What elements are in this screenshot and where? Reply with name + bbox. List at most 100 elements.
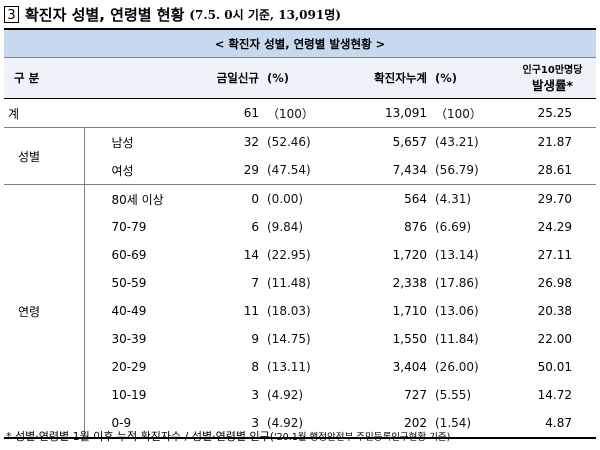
cell-new: 11 bbox=[243, 304, 259, 318]
cell-cum-pct: （100） bbox=[431, 98, 509, 128]
cell-new-pct: (14.75) bbox=[267, 332, 311, 346]
table-row: 성별 남성 32 (52.46) 5,657 (43.21) 21.87 bbox=[4, 127, 596, 185]
cell-cum: 1,710 bbox=[392, 304, 427, 318]
table-row: 40-49 11 (18.03) 1,710 (13.06) 20.38 bbox=[4, 297, 596, 325]
cell-new: 29 bbox=[180, 156, 263, 185]
cell-new-pct: (9.84) bbox=[267, 220, 304, 234]
row-label: 계 bbox=[4, 98, 180, 128]
cell-new-pct: (47.54) bbox=[263, 156, 332, 185]
cell-new-pct: （100） bbox=[263, 98, 332, 128]
cell-cum: 1,550 bbox=[392, 332, 427, 346]
cell-cum: 13,091 bbox=[332, 98, 431, 128]
row-label: 여성 bbox=[83, 156, 180, 185]
group-label-sex: 성별 bbox=[4, 127, 84, 185]
cell-new: 6 bbox=[251, 220, 259, 234]
row-label: 70-79 bbox=[83, 213, 180, 241]
cell-cum: 3,404 bbox=[392, 360, 427, 374]
cell-cum: 876 bbox=[404, 220, 427, 234]
cell-rate: 22.00 bbox=[537, 332, 572, 346]
cell-rate: 14.72 bbox=[537, 388, 572, 402]
cell-cum-pct: (4.31) bbox=[435, 192, 472, 206]
table-row: 50-59 7 (11.48) 2,338 (17.86) 26.98 bbox=[4, 269, 596, 297]
cell-rate: 28.61 bbox=[509, 156, 596, 185]
cell-cum-pct: (43.21) bbox=[435, 135, 479, 149]
cell-rate: 29.70 bbox=[537, 192, 572, 206]
cell-cum: 202 bbox=[332, 409, 431, 439]
row-label: 10-19 bbox=[83, 381, 180, 409]
cell-new-pct: (18.03) bbox=[267, 304, 311, 318]
cell-cum-pct: (17.86) bbox=[435, 276, 479, 290]
header-cum: 확진자누계 bbox=[332, 57, 431, 99]
table-row: 연령 80세 이상 0 (0.00) 564 (4.31) 29.70 bbox=[4, 184, 596, 439]
cell-cum-pct: (1.54) bbox=[431, 409, 509, 439]
table-row: 70-79 6 (9.84) 876 (6.69) 24.29 bbox=[4, 213, 596, 241]
footnote: * 성별·연령별 1월 이후 누적 확진자수 / 성별·연령별 인구('20.1… bbox=[6, 428, 450, 444]
cell-cum: 5,657 bbox=[392, 135, 427, 149]
cell-cum: 7,434 bbox=[332, 156, 431, 185]
row-label: 0-9 bbox=[83, 409, 180, 439]
cell-rate: 20.38 bbox=[537, 304, 572, 318]
header-new: 금일신규 bbox=[180, 57, 263, 99]
cell-new: 0 bbox=[251, 192, 259, 206]
cell-cum: 2,338 bbox=[392, 276, 427, 290]
cases-table: < 확진자 성별, 연령별 발생현황 > 구 분 금일신규 (%) 확진자누계 … bbox=[4, 28, 596, 439]
row-label: 60-69 bbox=[83, 241, 180, 269]
cell-rate: 21.87 bbox=[537, 135, 572, 149]
cell-cum-pct: (5.55) bbox=[435, 388, 472, 402]
cell-rate: 27.11 bbox=[537, 248, 572, 262]
cell-new: 3 bbox=[180, 409, 263, 439]
cell-new: 32 bbox=[243, 135, 259, 149]
header-rate-bottom: 발생률* bbox=[531, 78, 574, 93]
header-rate-top: 인구10만명당 bbox=[522, 65, 583, 76]
row-label: 남성 bbox=[83, 127, 180, 156]
cell-new-pct: (52.46) bbox=[267, 135, 311, 149]
header-cum-pct: (%) bbox=[431, 57, 509, 99]
row-label: 20-29 bbox=[83, 353, 180, 381]
cell-cum: 1,720 bbox=[392, 248, 427, 262]
cell-rate: 50.01 bbox=[537, 360, 572, 374]
header-category: 구 분 bbox=[4, 57, 180, 99]
cell-rate: 24.29 bbox=[537, 220, 572, 234]
table-banner: < 확진자 성별, 연령별 발생현황 > bbox=[4, 28, 596, 58]
header-new-pct: (%) bbox=[263, 57, 332, 99]
section-number: 3 bbox=[4, 5, 19, 23]
page-title: 3 확진자 성별, 연령별 현황 (7.5. 0시 기준, 13,091명) bbox=[4, 2, 341, 26]
table-row: 60-69 14 (22.95) 1,720 (13.14) 27.11 bbox=[4, 241, 596, 269]
cell-new: 7 bbox=[251, 276, 259, 290]
table-row: 20-29 8 (13.11) 3,404 (26.00) 50.01 bbox=[4, 353, 596, 381]
cell-new-pct: (13.11) bbox=[267, 360, 311, 374]
table-row: 0-9 3 (4.92) 202 (1.54) 4.87 bbox=[4, 409, 596, 439]
row-label: 80세 이상 bbox=[83, 184, 180, 213]
cell-new-pct: (4.92) bbox=[267, 388, 304, 402]
cell-new: 14 bbox=[243, 248, 259, 262]
cell-cum-pct: (11.84) bbox=[435, 332, 479, 346]
table-row: 10-19 3 (4.92) 727 (5.55) 14.72 bbox=[4, 381, 596, 409]
cell-new-pct: (22.95) bbox=[267, 248, 311, 262]
cell-new: 8 bbox=[251, 360, 259, 374]
table-banner-row: < 확진자 성별, 연령별 발생현황 > bbox=[4, 28, 596, 58]
cell-rate: 4.87 bbox=[509, 409, 596, 439]
cell-cum-pct: (13.06) bbox=[435, 304, 479, 318]
cell-cum-pct: (13.14) bbox=[435, 248, 479, 262]
cell-cum-pct: (6.69) bbox=[435, 220, 472, 234]
row-label: 50-59 bbox=[83, 269, 180, 297]
header-row: 구 분 금일신규 (%) 확진자누계 (%) 인구10만명당 발생률* bbox=[4, 57, 596, 99]
table-row: 여성 29 (47.54) 7,434 (56.79) 28.61 bbox=[4, 156, 596, 185]
cell-rate: 25.25 bbox=[509, 98, 596, 128]
group-label-age: 연령 bbox=[4, 184, 84, 439]
table-row: 30-39 9 (14.75) 1,550 (11.84) 22.00 bbox=[4, 325, 596, 353]
title-main: 확진자 성별, 연령별 현황 bbox=[25, 5, 185, 24]
cell-cum: 727 bbox=[404, 388, 427, 402]
cell-cum: 564 bbox=[404, 192, 427, 206]
cell-cum-pct: (26.00) bbox=[435, 360, 479, 374]
row-label: 30-39 bbox=[83, 325, 180, 353]
table-row-total: 계 61 （100） 13,091 （100） 25.25 bbox=[4, 98, 596, 128]
cell-new: 9 bbox=[251, 332, 259, 346]
row-label: 40-49 bbox=[83, 297, 180, 325]
footnote-source: '20.1월 행정안전부 주민등록인구현황 기준) bbox=[273, 432, 451, 443]
footnote-main: * 성별·연령별 1월 이후 누적 확진자수 / 성별·연령별 인구( bbox=[6, 430, 274, 443]
cell-cum-pct: (56.79) bbox=[431, 156, 509, 185]
cell-new-pct: (11.48) bbox=[267, 276, 311, 290]
title-subtitle: (7.5. 0시 기준, 13,091명) bbox=[189, 7, 341, 22]
cell-rate: 26.98 bbox=[537, 276, 572, 290]
